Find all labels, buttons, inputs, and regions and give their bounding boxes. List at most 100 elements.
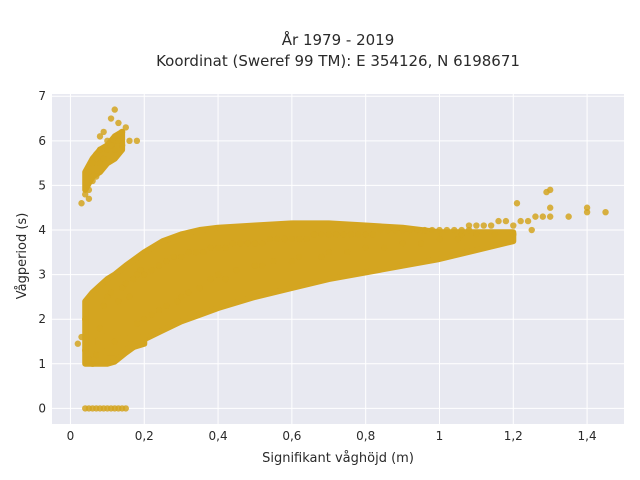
scatter-point: [510, 222, 517, 229]
x-tick-label: 0,4: [209, 429, 228, 443]
scatter-point: [602, 208, 609, 216]
scatter-point: [443, 226, 451, 234]
scatter-point: [174, 298, 181, 305]
scatter-point: [115, 137, 122, 145]
scatter-point: [78, 200, 85, 207]
scatter-point: [296, 235, 303, 243]
scatter-point: [222, 244, 229, 252]
scatter-point: [524, 217, 532, 225]
scatter-point: [122, 280, 130, 287]
scatter-point: [96, 146, 104, 153]
scatter-point: [100, 155, 107, 162]
scatter-points: [74, 106, 609, 412]
y-tick-label: 6: [38, 134, 46, 148]
scatter-point: [133, 271, 141, 278]
scatter-point: [133, 137, 141, 145]
scatter-point: [362, 231, 369, 238]
scatter-point: [214, 271, 222, 278]
scatter-point: [273, 235, 281, 243]
scatter-point: [74, 340, 82, 347]
scatter-point: [377, 226, 384, 234]
scatter-point: [465, 222, 473, 229]
scatter-point: [170, 253, 177, 260]
scatter-point: [458, 226, 465, 234]
scatter-point: [118, 128, 126, 136]
scatter-point: [546, 204, 554, 211]
scatter-point: [85, 186, 93, 194]
scatter-point: [115, 119, 122, 127]
y-tick-label: 7: [38, 89, 46, 103]
scatter-point: [222, 275, 229, 283]
y-tick-label: 5: [38, 178, 46, 192]
x-tick-label: 0,6: [282, 429, 301, 443]
scatter-point: [141, 316, 148, 323]
scatter-point: [104, 146, 111, 153]
scatter-point: [583, 204, 591, 211]
scatter-point: [288, 235, 296, 243]
scatter-point: [417, 240, 425, 247]
scatter-point: [141, 271, 148, 278]
scatter-point: [85, 356, 93, 363]
x-tick-label: 0,8: [356, 429, 375, 443]
scatter-point: [115, 298, 122, 305]
x-tick-label: 1: [436, 429, 444, 443]
scatter-point: [583, 208, 591, 216]
scatter-point: [318, 231, 325, 238]
scatter-point: [458, 231, 465, 238]
scatter-point: [532, 213, 539, 220]
scatter-point: [539, 213, 547, 220]
scatter-point: [332, 231, 340, 238]
scatter-point: [96, 324, 104, 332]
x-axis-label: Signifikant våghöjd (m): [262, 451, 414, 466]
scatter-point: [200, 249, 207, 256]
scatter-point: [104, 293, 111, 301]
scatter-point: [85, 168, 93, 176]
scatter-point: [133, 320, 141, 327]
scatter-point: [340, 231, 347, 238]
scatter-point: [192, 249, 200, 256]
scatter-point: [107, 115, 115, 122]
scatter-point: [111, 106, 118, 113]
scatter-point: [118, 142, 126, 149]
scatter-point: [104, 137, 111, 145]
scatter-point: [399, 226, 406, 234]
scatter-point: [93, 351, 100, 359]
scatter-point: [310, 231, 318, 238]
scatter-point: [177, 253, 185, 260]
x-tick-label: 1,2: [504, 429, 523, 443]
scatter-point: [237, 240, 244, 247]
scatter-point: [233, 266, 240, 274]
scatter-point: [148, 266, 155, 274]
scatter-point: [281, 235, 288, 243]
scatter-point: [428, 226, 436, 234]
scatter-point: [100, 128, 107, 136]
scatter-point: [93, 151, 100, 158]
scatter-point: [93, 173, 100, 180]
y-tick-label: 1: [38, 357, 46, 371]
y-tick-label: 4: [38, 223, 46, 237]
x-tick-label: 0: [67, 429, 75, 443]
scatter-point: [126, 293, 133, 301]
scatter-point: [344, 249, 351, 256]
scatter-point: [355, 231, 362, 238]
scatter-point: [251, 240, 259, 247]
y-axis-label: Vågperiod (s): [15, 213, 30, 300]
scatter-point: [229, 240, 237, 247]
scatter-point: [296, 253, 303, 260]
scatter-point: [82, 347, 89, 354]
chart-title-line-1: År 1979 - 2019: [282, 30, 395, 49]
scatter-point: [543, 188, 550, 196]
scatter-point: [399, 240, 406, 247]
scatter-point: [266, 235, 273, 243]
x-tick-label: 1,4: [578, 429, 597, 443]
scatter-point: [454, 235, 462, 243]
scatter-point: [406, 226, 414, 234]
chart-title-line-2: Koordinat (Sweref 99 TM): E 354126, N 61…: [156, 52, 520, 70]
scatter-point: [185, 289, 192, 296]
scatter-point: [85, 195, 93, 202]
y-tick-label: 3: [38, 268, 46, 282]
scatter-point: [100, 302, 107, 310]
scatter-point: [137, 266, 144, 274]
scatter-point: [480, 222, 487, 229]
